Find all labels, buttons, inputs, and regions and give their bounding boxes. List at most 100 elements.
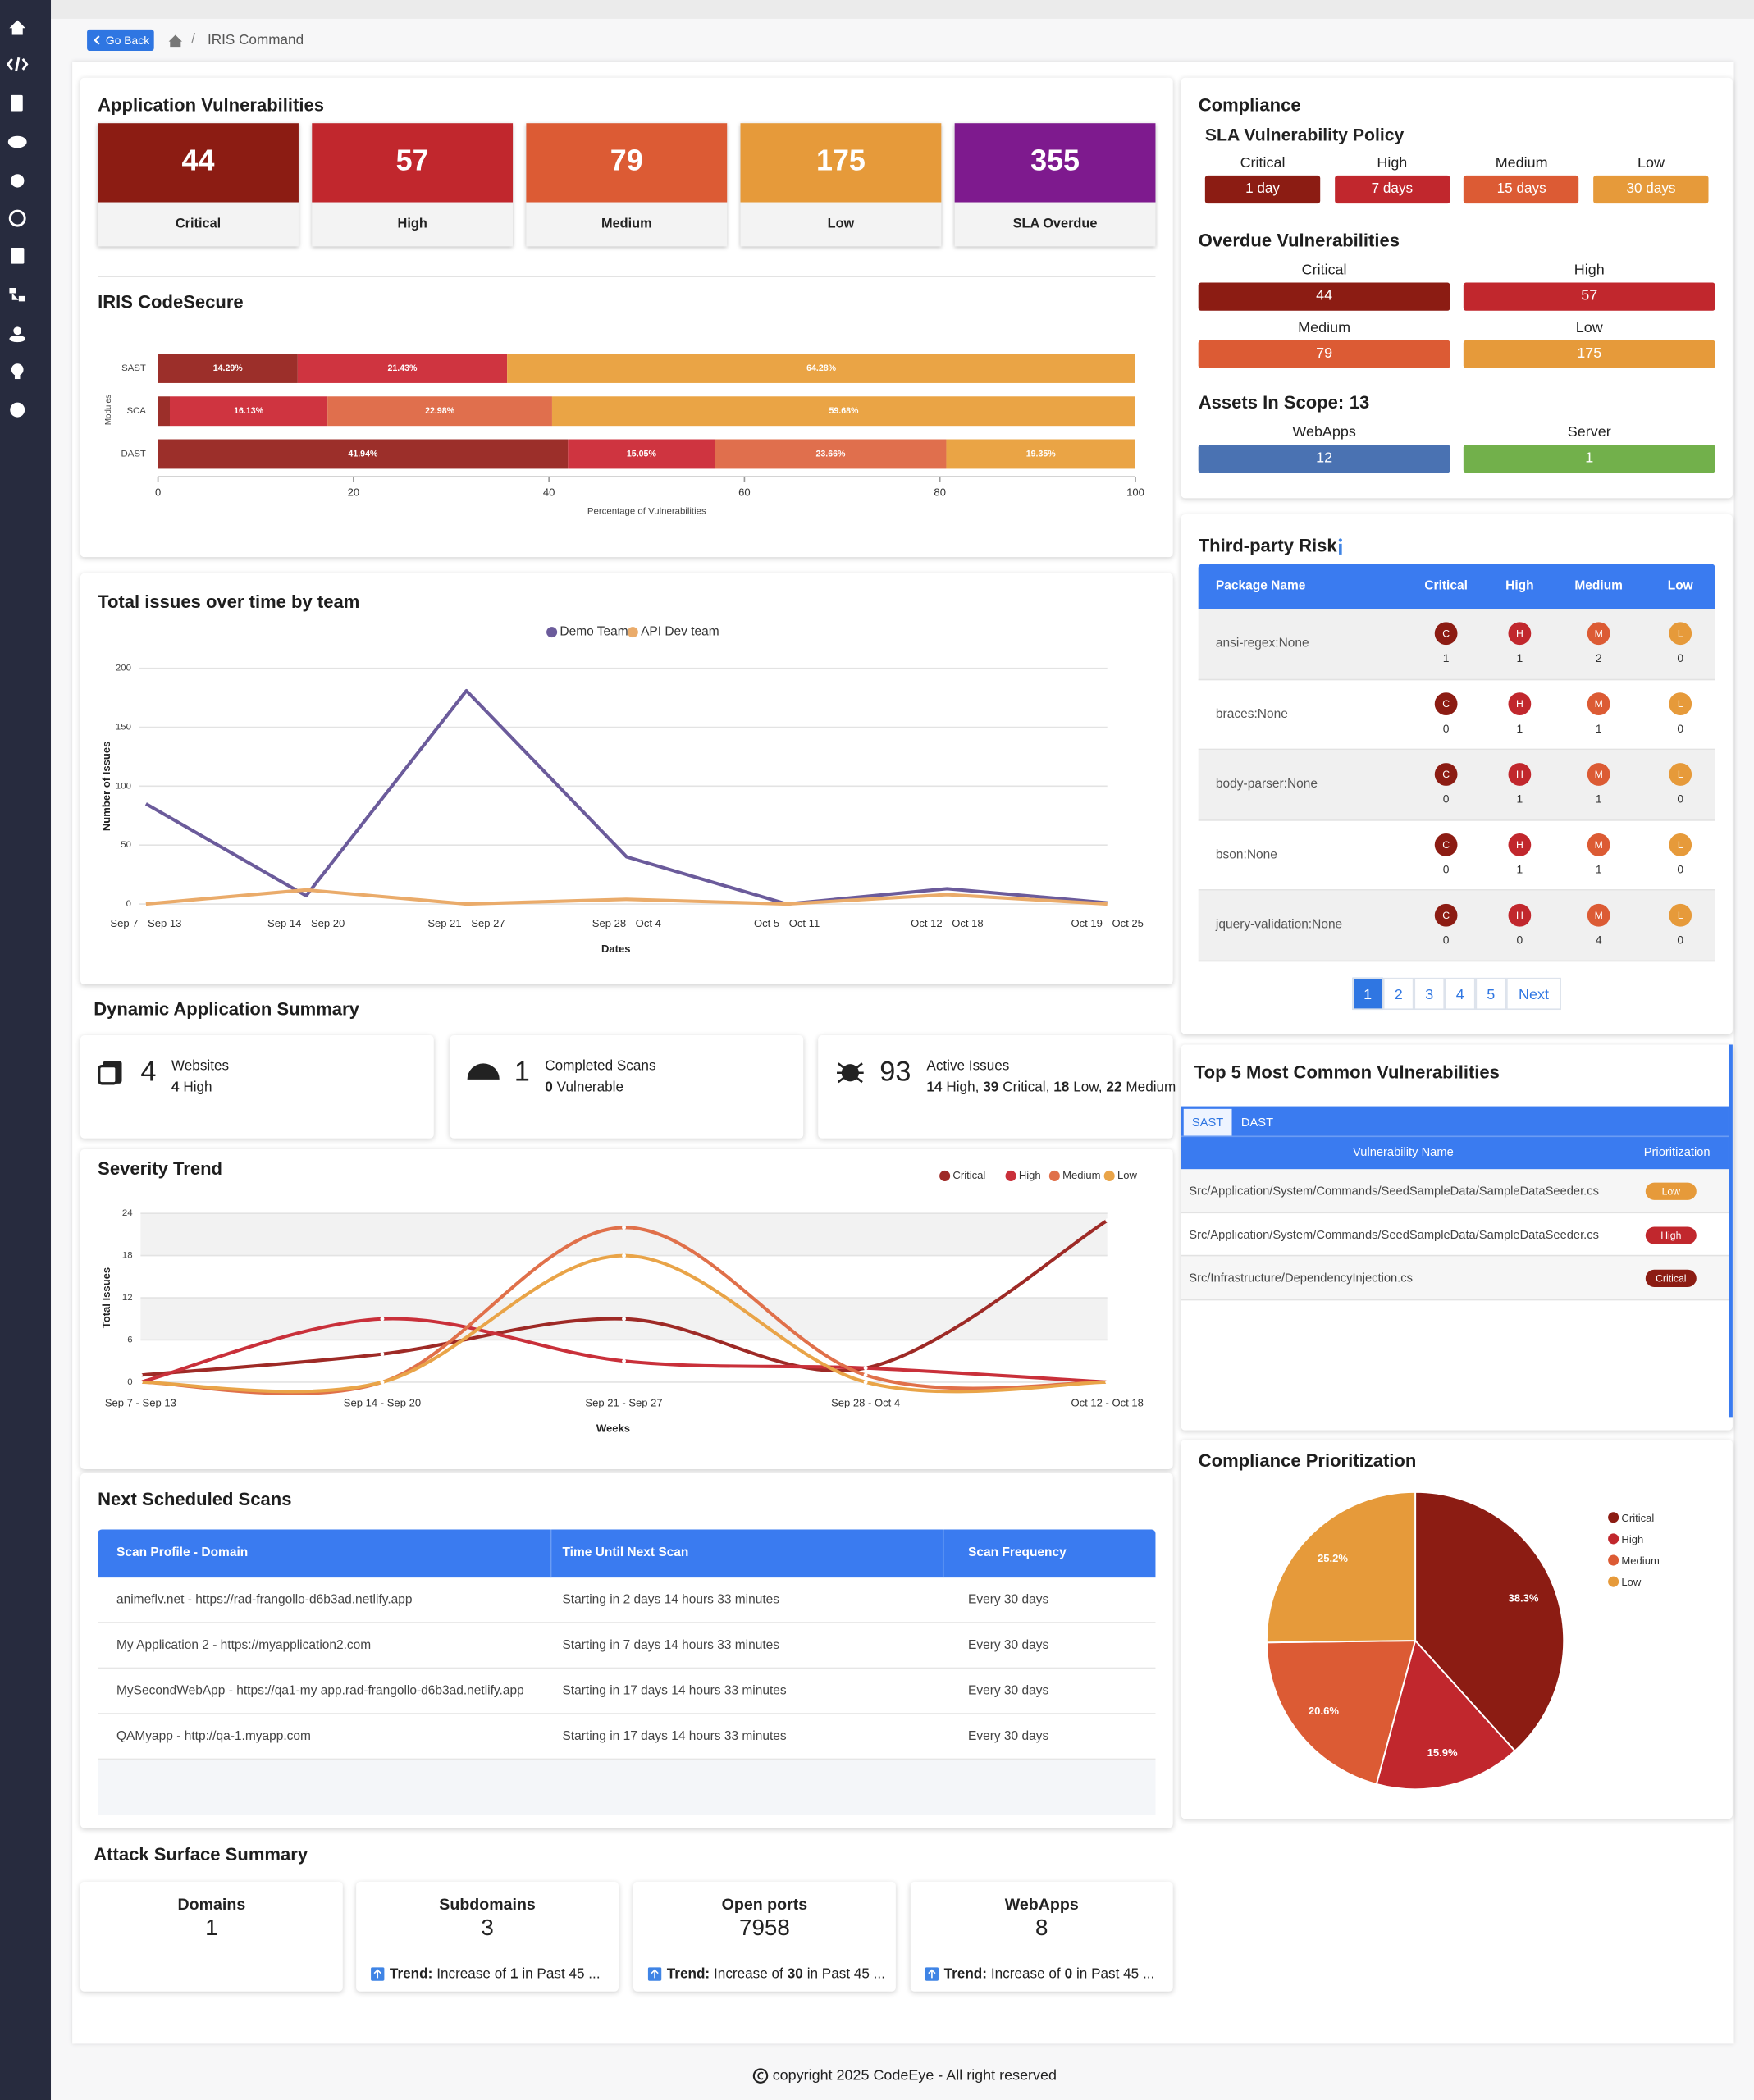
sla-label: Medium [1495, 155, 1548, 171]
overdue-value: 79 [1198, 340, 1450, 368]
table-cell: Every 30 days [967, 1637, 1049, 1653]
surface-label: Subdomains [439, 1895, 536, 1915]
assets-title: Assets In Scope: 13 [1199, 391, 1370, 415]
surface-value: 3 [481, 1915, 494, 1941]
sla-label: Low [1638, 155, 1665, 171]
column-header: Critical [1424, 578, 1468, 594]
sla-pill: 1 day [1204, 175, 1321, 204]
overdue-label: Medium [1298, 320, 1351, 336]
card [356, 1881, 619, 1992]
section-title: Dynamic Application Summary [94, 998, 359, 1020]
page-button[interactable]: 3 [1414, 977, 1445, 1011]
breadcrumb-separator: / [191, 32, 195, 48]
stat-label: Medium [601, 217, 652, 232]
table-header [1181, 1135, 1729, 1170]
page-button[interactable]: 4 [1444, 977, 1476, 1011]
tab[interactable]: SAST [1183, 1108, 1232, 1136]
stat-value: 175 [815, 143, 866, 177]
detail-value: 39 [983, 1079, 999, 1096]
page-button[interactable]: 2 [1382, 977, 1414, 1011]
page-button[interactable]: 5 [1475, 977, 1507, 1011]
column-header: Low [1667, 578, 1693, 594]
column-header: Package Name [1215, 578, 1306, 594]
overdue-label: Critical [1301, 262, 1347, 279]
summary-label: Websites [171, 1057, 230, 1075]
table-footer [98, 1760, 1156, 1815]
overdue-value: 44 [1198, 282, 1450, 311]
table-row [98, 1623, 1156, 1669]
surface-label: Open ports [721, 1895, 808, 1915]
summary-details: 14 High, 39 Critical, 18 Low, 22 Medium [926, 1077, 1176, 1098]
card [80, 1148, 1173, 1470]
sla-label: Critical [1240, 155, 1286, 171]
trend-suffix: in Past 45 ... [806, 1965, 885, 1983]
table-row [1181, 1212, 1729, 1257]
card-title: Third-party Risk [1198, 536, 1337, 556]
summary-count: 93 [879, 1057, 911, 1088]
package-name: jquery-validation:None [1215, 918, 1343, 933]
table-cell: Every 30 days [967, 1592, 1049, 1608]
column-header: Scan Profile - Domain [116, 1545, 249, 1561]
detail-value: 14 [926, 1079, 943, 1096]
go-back-label: Go Back [105, 33, 150, 48]
detail-label: Critical, [1003, 1079, 1050, 1096]
trend-label: Trend: [389, 1965, 433, 1983]
trend-text: Increase of [436, 1965, 506, 1983]
summary-details: 0 Vulnerable [545, 1077, 765, 1098]
detail-value: 4 [171, 1079, 180, 1096]
sub-title: SLA Vulnerability Policy [1204, 124, 1405, 145]
priority-badge: Critical [1645, 1270, 1697, 1288]
overdue-value: 57 [1463, 282, 1715, 311]
assets-total: 13 [1349, 392, 1370, 413]
trend: Trend: Increase of 30 in Past 45 ... [667, 1963, 894, 1984]
breadcrumb: IRIS Command [207, 32, 304, 48]
vulnerability-name: Src/Application/System/Commands/SeedSamp… [1189, 1227, 1599, 1241]
trend-value: 30 [787, 1965, 803, 1983]
stat-value: 57 [395, 143, 429, 177]
summary-label: Active Issues [926, 1057, 1010, 1075]
trend-text: Increase of [714, 1965, 783, 1983]
overdue-value: 175 [1463, 340, 1715, 368]
sla-pill: 30 days [1593, 175, 1709, 204]
detail-value: 22 [1106, 1079, 1122, 1096]
package-name: ansi-regex:None [1215, 636, 1309, 651]
column-header: High [1505, 578, 1534, 594]
page-button[interactable]: 1 [1352, 977, 1383, 1011]
asset-value: 1 [1463, 445, 1715, 473]
next-button[interactable]: Next [1506, 977, 1561, 1011]
card [818, 1035, 1173, 1139]
table-cell: QAMyapp - http://qa-1.myapp.com [116, 1728, 311, 1744]
tab[interactable]: DAST [1240, 1115, 1274, 1130]
card-title: Compliance Prioritization [1198, 1450, 1417, 1471]
trend-value: 0 [1064, 1965, 1073, 1983]
stat-card-header [526, 123, 728, 203]
detail-label: High, [946, 1079, 980, 1096]
card [633, 1881, 896, 1992]
stat-card-header [954, 123, 1156, 203]
trend-suffix: in Past 45 ... [522, 1965, 601, 1983]
asset-label: WebApps [1292, 424, 1356, 441]
table-header [98, 1529, 1156, 1578]
column-header: Vulnerability Name [1353, 1144, 1454, 1159]
trend-label: Trend: [943, 1965, 987, 1983]
stat-value: 355 [1030, 143, 1080, 177]
priority-badge: High [1645, 1226, 1697, 1244]
card [80, 573, 1173, 984]
summary-count: 1 [514, 1057, 530, 1088]
stat-label: SLA Overdue [1012, 217, 1098, 232]
card-title: Total issues over time by team [98, 591, 360, 613]
detail-label: Medium [1126, 1079, 1176, 1096]
surface-value: 1 [205, 1915, 218, 1941]
table-row [1181, 1256, 1729, 1300]
stat-label: Low [827, 217, 855, 232]
stat-card-header [312, 123, 514, 203]
card-title: Severity Trend [98, 1158, 222, 1179]
vulnerability-name: Src/Infrastructure/DependencyInjection.c… [1189, 1271, 1413, 1285]
trend-label: Trend: [666, 1965, 710, 1983]
detail-label: High [183, 1079, 212, 1096]
table-cell: Starting in 17 days 14 hours 33 minutes [562, 1683, 787, 1699]
section-title: Attack Surface Summary [94, 1844, 308, 1865]
